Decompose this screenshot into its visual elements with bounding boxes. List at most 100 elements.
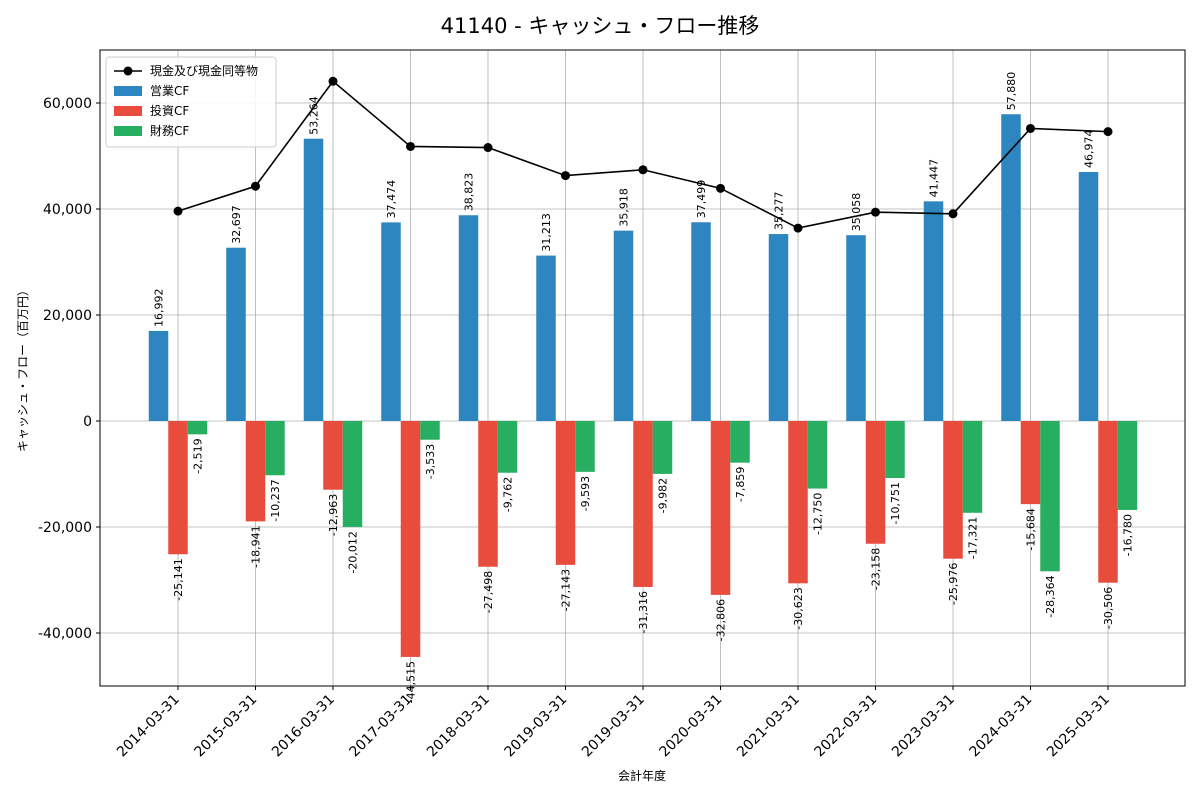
bar-financing <box>730 421 750 463</box>
bar-value-label: -27,498 <box>482 571 495 613</box>
bar-value-label: 35,058 <box>850 193 863 232</box>
bar-value-label: -32,806 <box>715 599 728 641</box>
x-tick-label: 2015-03-31 <box>191 692 260 761</box>
cash-point <box>561 171 570 181</box>
bar-value-label: 38,823 <box>463 173 476 212</box>
bar-investing <box>168 421 188 555</box>
bar-value-label: -10,751 <box>889 482 902 524</box>
bar-operating <box>846 235 866 421</box>
bar-operating <box>148 330 169 421</box>
bar-value-label: -15,684 <box>1025 508 1038 550</box>
bar-value-label: -12,750 <box>812 493 825 535</box>
bar-value-label: 37,474 <box>385 180 398 219</box>
x-tick-label: 2021-03-31 <box>734 692 803 761</box>
bar-value-label: -27,143 <box>560 569 573 611</box>
bar-value-label: -7,859 <box>734 467 747 502</box>
cash-point <box>328 76 338 86</box>
bar-operating <box>458 215 479 421</box>
bar-value-label: 57,880 <box>1005 72 1018 111</box>
bar-operating <box>303 138 324 421</box>
bar-value-label: 37,499 <box>695 180 708 219</box>
bar-operating <box>381 222 401 421</box>
cash-point <box>1103 127 1113 137</box>
bar-value-label: -30,623 <box>792 587 805 629</box>
bar-value-label: -23,158 <box>870 548 883 590</box>
bar-value-label: -31,316 <box>637 591 650 633</box>
bar-investing <box>400 421 421 657</box>
cash-point <box>251 181 260 191</box>
bar-value-label: -18,941 <box>250 525 263 567</box>
bar-investing <box>710 421 731 595</box>
bars-layer <box>148 114 1138 657</box>
bar-investing <box>1098 421 1118 583</box>
cash-point <box>1026 123 1035 133</box>
bar-operating <box>691 222 711 421</box>
bar-financing <box>420 421 440 440</box>
bar-operating <box>613 230 634 421</box>
bar-investing <box>943 421 963 559</box>
bar-value-label: -3,533 <box>424 444 437 479</box>
legend-box <box>105 56 277 148</box>
bar-financing <box>1117 421 1138 510</box>
bar-investing <box>788 421 808 584</box>
bar-operating <box>226 247 246 421</box>
x-axis-title: 会計年度 <box>618 768 666 783</box>
cash-line-layer <box>173 76 1113 233</box>
bar-value-label: 46,974 <box>1083 130 1096 169</box>
bar-financing <box>342 421 363 528</box>
bar-value-label: 53,264 <box>308 96 321 135</box>
cash-point <box>948 209 958 219</box>
bar-investing <box>1020 421 1041 505</box>
x-tick-label: 2025-03-31 <box>1044 692 1113 761</box>
legend-marker <box>123 66 133 76</box>
bar-financing <box>265 421 285 476</box>
x-tick-label: 2019-03-31 <box>501 692 570 761</box>
chart-title: 41140 - キャッシュ・フロー推移 <box>441 14 760 38</box>
legend-label: 投資CF <box>150 103 189 118</box>
bar-financing <box>652 421 673 474</box>
bar-value-label: -25,141 <box>172 558 185 600</box>
data-labels-layer: 16,992 32,697 53,264 37,474 38,823 31,213 35,9… <box>153 72 1135 704</box>
legend-bar-swatch <box>114 126 142 136</box>
legend-bar-swatch <box>114 106 142 116</box>
bar-investing <box>865 421 886 544</box>
bar-operating <box>1078 172 1099 421</box>
bar-value-label: 32,697 <box>230 205 243 244</box>
bar-value-label: -30,506 <box>1102 587 1115 629</box>
x-tick-label: 2020-03-31 <box>656 692 725 761</box>
x-tick-label: 2016-03-31 <box>269 692 338 761</box>
bar-financing <box>575 421 595 472</box>
bar-value-label: -12,963 <box>327 494 340 536</box>
bar-financing <box>497 421 518 473</box>
bar-financing <box>885 421 905 478</box>
cash-point <box>483 143 493 153</box>
cash-point <box>716 183 725 193</box>
y-tick-label: 60,000 <box>43 96 92 112</box>
bar-operating <box>1001 114 1021 422</box>
bar-value-label: 35,277 <box>773 192 786 231</box>
bar-value-label: -28,364 <box>1044 575 1057 617</box>
bar-operating <box>536 255 556 421</box>
x-tick-label: 2019-03-31 <box>579 692 648 761</box>
y-tick-label: 0 <box>83 414 92 430</box>
bar-investing <box>633 421 653 587</box>
cash-point <box>173 206 183 216</box>
y-axis-title: キャッシュ・フロー（百万円） <box>16 284 30 452</box>
bar-value-label: 35,918 <box>618 188 631 227</box>
bar-investing <box>245 421 266 522</box>
bar-value-label: -9,762 <box>502 477 515 512</box>
bar-investing <box>478 421 498 567</box>
x-tick-label: 2023-03-31 <box>889 692 958 761</box>
bar-investing <box>555 421 576 565</box>
legend-label: 財務CF <box>150 123 189 138</box>
bar-value-label: -9,593 <box>579 476 592 511</box>
bar-financing <box>187 421 208 435</box>
cash-point <box>871 207 880 217</box>
bar-value-label: -44,515 <box>405 661 418 703</box>
x-tick-label: 2024-03-31 <box>966 692 1035 761</box>
cash-point <box>638 165 648 175</box>
bar-value-label: -2,519 <box>192 438 205 473</box>
y-tick-label: -20,000 <box>38 520 92 536</box>
bar-financing <box>807 421 828 489</box>
